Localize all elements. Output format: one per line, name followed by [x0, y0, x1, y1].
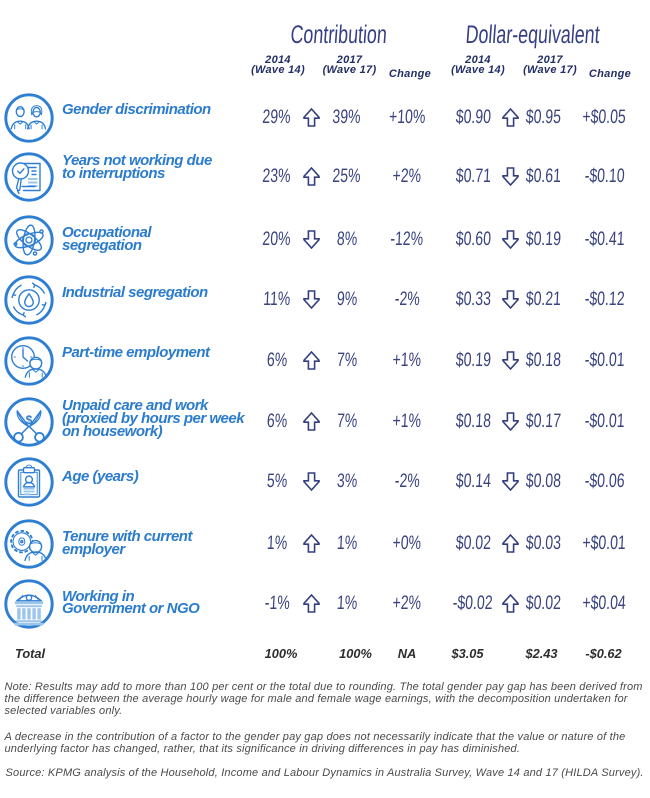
svg-text:$: $: [25, 413, 32, 427]
